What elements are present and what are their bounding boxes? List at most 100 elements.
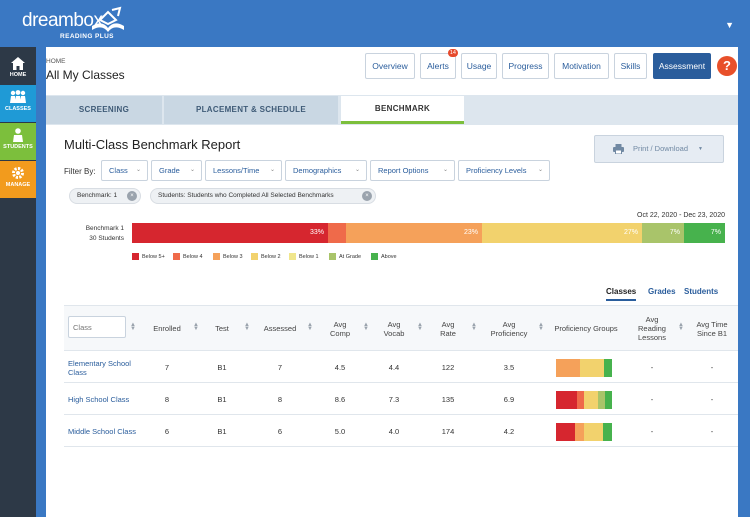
chart-segment-below-3: 23%: [346, 223, 482, 243]
chart-segment-below-5-: 33%: [132, 223, 328, 243]
sort-icon[interactable]: ▲ ▼: [193, 322, 199, 332]
header-enrolled[interactable]: Enrolled: [153, 324, 181, 333]
legend-swatch: [132, 253, 139, 261]
chevron-down-icon: ⌄: [189, 167, 195, 173]
chevron-down-icon: ⌄: [354, 167, 360, 173]
sidebar-item-classes[interactable]: CLASSES: [0, 85, 36, 122]
usage-button[interactable]: Usage: [461, 53, 497, 79]
classes-table: ▲▼ Enrolled ▲▼ Test ▲▼ Assessed ▲▼ AvgCo…: [64, 305, 738, 490]
tab-grades[interactable]: Grades: [648, 287, 676, 296]
legend-label: Below 1: [299, 254, 319, 260]
cell-enrolled: 7: [164, 363, 170, 372]
skills-button[interactable]: Skills: [614, 53, 647, 79]
sort-icon[interactable]: ▲ ▼: [678, 322, 684, 332]
legend-item: Above: [371, 253, 397, 261]
tab-placement-schedule[interactable]: PLACEMENT & SCHEDULE: [164, 96, 338, 124]
header-avg-time-since-b1[interactable]: Avg Time Since B1: [686, 306, 738, 351]
header-line: Since B1: [696, 328, 728, 338]
sidebar-item-students[interactable]: STUDENTS: [0, 123, 36, 160]
overview-button[interactable]: Overview: [365, 53, 415, 79]
sort-icon[interactable]: ▲ ▼: [307, 322, 313, 332]
brand-sub: READING PLUS: [60, 33, 114, 40]
sort-icon[interactable]: ▲ ▼: [363, 322, 369, 332]
header-avg-reading-lessons[interactable]: Avg Reading Lessons: [628, 306, 676, 351]
logo[interactable]: dreambox READING PLUS: [22, 6, 124, 40]
cell-enrolled: 8: [164, 395, 170, 404]
class-name-link[interactable]: High School Class: [68, 395, 130, 404]
header-line: Proficiency: [490, 328, 528, 338]
sidebar: HOME CLASSES STUDENTS MANAGE: [0, 47, 36, 517]
proficiency-groups-bar: [556, 391, 612, 409]
close-icon[interactable]: ×: [127, 191, 137, 201]
book-logo-icon: [92, 6, 124, 32]
class-name-link[interactable]: Elementary School Class: [68, 358, 131, 377]
header-avg-rate[interactable]: Avg Rate: [426, 306, 470, 351]
sort-icon[interactable]: ▲ ▼: [130, 322, 136, 332]
table-row: Elementary School Class 7 B1 7 4.5 4.4 122 3.5 -…: [64, 352, 738, 383]
header-assessed[interactable]: Assessed: [263, 324, 297, 333]
alerts-button[interactable]: Alerts 14: [420, 49, 458, 79]
sort-icon[interactable]: ▲ ▼: [538, 322, 544, 332]
progress-button[interactable]: Progress: [502, 53, 549, 79]
help-button[interactable]: ?: [717, 56, 737, 76]
home-icon: [11, 57, 25, 70]
filter-class-dropdown[interactable]: Class ⌄: [101, 160, 148, 181]
chevron-down-icon: ▼: [698, 146, 703, 152]
header-avg-vocab[interactable]: Avg Vocab: [372, 306, 416, 351]
report-title: Multi-Class Benchmark Report: [64, 137, 241, 152]
header-avg-comp[interactable]: Avg Comp: [318, 306, 362, 351]
sidebar-item-manage[interactable]: MANAGE: [0, 161, 36, 198]
legend-label: Below 5+: [142, 254, 165, 260]
print-download-button[interactable]: Print / Download ▼: [594, 135, 724, 163]
assessment-button[interactable]: Assessment: [653, 53, 711, 79]
cell-vocab: 7.3: [388, 395, 400, 404]
table-row: Middle School Class 6 B1 6 5.0 4.0 174 4.2 - -: [64, 416, 738, 447]
proficiency-groups-bar: [556, 423, 612, 441]
header-avg-proficiency[interactable]: Avg Proficiency: [480, 306, 538, 351]
cell-lessons: -: [650, 395, 654, 404]
class-name-link[interactable]: Middle School Class: [68, 427, 136, 436]
cell-assessed: 7: [277, 363, 283, 372]
legend-label: Above: [381, 254, 397, 260]
class-search-input[interactable]: [68, 316, 126, 338]
filter-lessons-time-dropdown[interactable]: Lessons/Time ⌄: [205, 160, 282, 181]
sort-icon[interactable]: ▲ ▼: [471, 322, 477, 332]
filter-demographics-dropdown[interactable]: Demographics ⌄: [285, 160, 367, 181]
cell-lessons: -: [650, 427, 654, 436]
filter-proficiency-levels-dropdown[interactable]: Proficiency Levels ⌄: [458, 160, 550, 181]
legend-item: Below 3: [213, 253, 243, 261]
tab-screening[interactable]: SCREENING: [46, 96, 162, 124]
sidebar-item-home[interactable]: HOME: [0, 52, 36, 89]
legend-swatch: [213, 253, 220, 261]
tab-students[interactable]: Students: [684, 287, 719, 296]
proficiency-group-segment: [604, 359, 612, 377]
page-title: All My Classes: [46, 68, 125, 82]
account-chevron-icon[interactable]: ▼: [725, 20, 734, 30]
filter-report-options-dropdown[interactable]: Report Options ⌄: [370, 160, 455, 181]
print-download-label: Print / Download: [633, 144, 689, 153]
sort-icon[interactable]: ▲ ▼: [244, 322, 250, 332]
printer-icon: [613, 144, 624, 154]
motivation-button[interactable]: Motivation: [554, 53, 609, 79]
close-icon[interactable]: ×: [362, 191, 372, 201]
alerts-count-badge: 14: [447, 49, 458, 57]
header-line: Avg: [441, 319, 455, 329]
breadcrumb[interactable]: HOME: [46, 58, 66, 65]
tab-classes[interactable]: Classes: [606, 287, 637, 301]
filter-grade-dropdown[interactable]: Grade ⌄: [151, 160, 202, 181]
table-header-row: ▲▼ Enrolled ▲▼ Test ▲▼ Assessed ▲▼ AvgCo…: [64, 306, 738, 351]
chart-row-label-benchmark: Benchmark 1: [85, 225, 124, 232]
sidebar-item-label: CLASSES: [5, 106, 31, 112]
cell-assessed: 6: [277, 427, 283, 436]
legend-item: Below 2: [251, 253, 281, 261]
legend-swatch: [173, 253, 180, 261]
cell-enrolled: 6: [164, 427, 170, 436]
proficiency-group-segment: [605, 391, 612, 409]
cell-prof: 4.2: [503, 427, 515, 436]
filter-chip-benchmark: Benchmark: 1 ×: [69, 188, 141, 204]
sort-icon[interactable]: ▲ ▼: [417, 322, 423, 332]
cell-vocab: 4.0: [388, 427, 400, 436]
header-test[interactable]: Test: [215, 324, 229, 333]
cell-prof: 3.5: [503, 363, 515, 372]
tab-benchmark[interactable]: BENCHMARK: [341, 96, 464, 124]
